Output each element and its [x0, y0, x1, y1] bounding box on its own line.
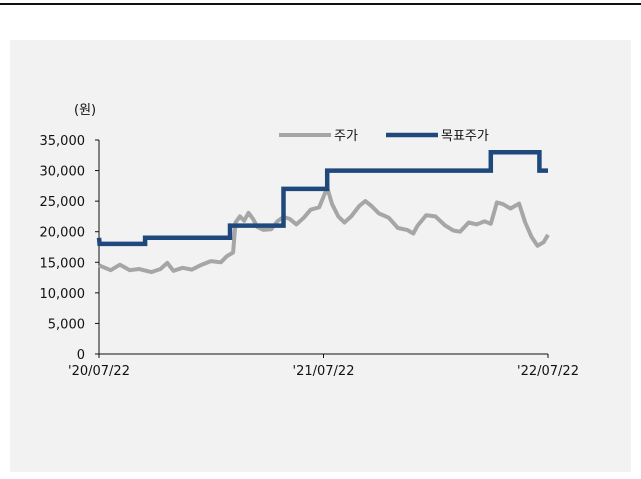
y-tick-label: 25,000 — [40, 195, 86, 210]
y-tick-label: 20,000 — [40, 226, 86, 241]
legend: 주가 목표주가 — [279, 129, 489, 144]
y-unit-label: (원) — [74, 103, 96, 118]
y-tick-label: 10,000 — [40, 287, 86, 302]
y-tick-label: 5,000 — [48, 317, 85, 332]
chart-background — [10, 40, 631, 472]
y-tick-label: 35,000 — [40, 134, 86, 149]
legend-label-target-price: 목표주가 — [441, 129, 489, 144]
series-group — [96, 149, 550, 275]
series-line-price — [98, 185, 550, 275]
x-tick-label: '22/07/22 — [517, 364, 579, 379]
series-line-target-price — [96, 149, 548, 247]
y-tick-label: 30,000 — [40, 165, 86, 180]
y-tick-label: 15,000 — [40, 256, 86, 271]
x-tick-label: '20/07/22 — [68, 364, 130, 379]
y-tick-label: 0 — [77, 348, 85, 363]
x-tick-label: '21/07/22 — [293, 364, 355, 379]
x-axis-ticks: '20/07/22 '21/07/22 '22/07/22 — [68, 354, 579, 379]
legend-label-price: 주가 — [334, 129, 358, 144]
y-axis-ticks: 0 5,000 10,000 15,000 20,000 25,000 30,000 35,0… — [40, 134, 99, 363]
top-rule — [0, 3, 641, 5]
